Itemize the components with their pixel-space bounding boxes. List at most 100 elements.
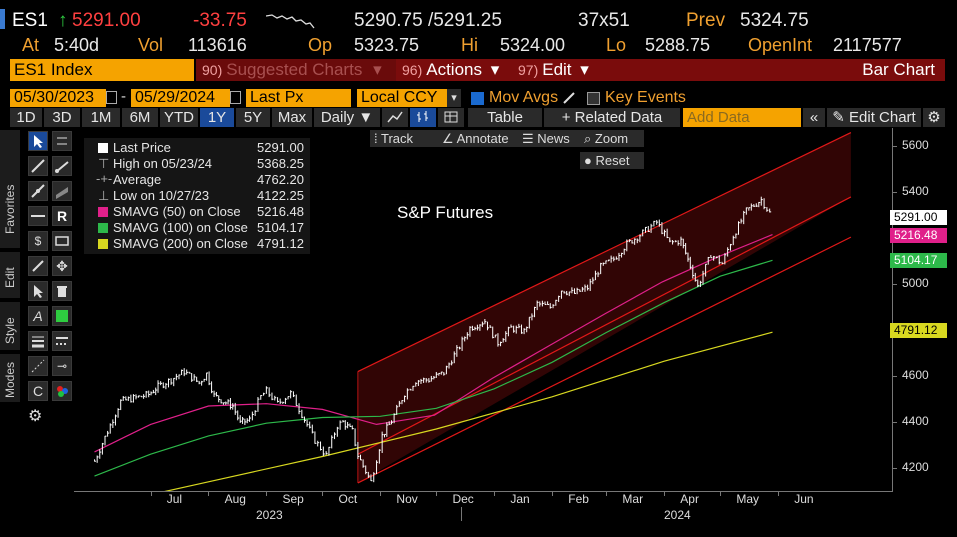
legend-label: SMAVG (200) on Close [113,236,248,251]
at-label: At [22,35,40,55]
caret-down-icon: ▾ [490,60,500,79]
range-1y[interactable]: 1Y [200,108,234,127]
legend-row[interactable]: SMAVG (100) on Close 5104.17 [84,220,310,236]
line-chart-icon[interactable] [382,108,408,127]
range-ytd[interactable]: YTD [160,108,198,127]
font-icon[interactable]: A [28,306,48,326]
edit-num: 97) [518,62,539,78]
range-max[interactable]: Max [272,108,312,127]
tab-edit[interactable]: Edit [0,252,20,298]
related-data-button[interactable]: + Related Data [544,108,680,127]
y-tick-mark [892,376,897,378]
start-date-input[interactable]: 05/30/2023 [10,89,106,107]
range-6m[interactable]: 6M [122,108,158,127]
move-icon[interactable]: ✥ [52,256,72,276]
rectangle-tool-icon[interactable] [52,231,72,251]
range-5y[interactable]: 5Y [236,108,270,127]
zoom-button[interactable]: ⌕ Zoom [580,130,644,147]
channel-tool-icon[interactable] [52,181,72,201]
key-events-checkbox[interactable] [587,92,600,105]
pin-icon[interactable]: ⊸ [52,356,72,376]
y-tick-label: 4400 [902,414,929,429]
calendar-icon[interactable] [230,91,241,104]
tab-favorites[interactable]: Favorites [0,130,20,248]
pencil-icon[interactable] [562,91,576,105]
pointer-icon[interactable] [28,131,48,151]
ray-tool-icon[interactable] [52,156,72,176]
tab-modes[interactable]: Modes [0,354,20,402]
trash-icon[interactable] [52,281,72,301]
legend-row[interactable]: Last Price 5291.00 [84,140,310,156]
caret-down-icon[interactable]: ▾ [447,89,461,107]
x-tick-label: Oct [338,492,358,506]
suggested-charts-menu[interactable]: 90) Suggested Charts ▾ [196,59,408,81]
bar-chart-icon[interactable] [410,108,436,127]
sma50-line[interactable] [94,234,773,453]
sma100-line[interactable] [94,259,773,477]
chart-type-bar[interactable]: Bar Chart [602,59,945,81]
retracement-icon[interactable]: R [52,206,72,226]
x-tick-label: Dec [452,492,474,506]
crosshair-icon[interactable] [28,356,48,376]
line-style-icon[interactable] [52,331,72,351]
average-marker-icon: -+- [96,171,113,186]
tab-style[interactable]: Style [0,302,20,350]
legend-row[interactable]: ⊤ High on 05/23/24 5368.25 [84,156,310,172]
line-weight-icon[interactable] [28,331,48,351]
range-3d[interactable]: 3D [44,108,80,127]
actions-menu[interactable]: 96) Actions ▾ [396,59,514,81]
mov-avgs-checkbox[interactable] [471,92,484,105]
period-select[interactable]: Daily ▼ [314,108,380,127]
news-button[interactable]: ☰ News [518,130,580,147]
zoom-icon: ⌕ [584,131,592,146]
legend-row[interactable]: SMAVG (50) on Close 5216.48 [84,204,310,220]
palette-icon[interactable] [52,381,72,401]
horizontal-line-icon[interactable] [28,206,48,226]
pen-tool-icon[interactable] [28,256,48,276]
magnet-icon[interactable]: C [28,381,48,401]
price-label-icon[interactable]: $ [28,231,48,251]
legend-label: Last Price [113,140,171,155]
annotate-button[interactable]: ∠ Annotate [438,130,518,147]
trend-tool-icon[interactable] [28,181,48,201]
end-date-input[interactable]: 05/29/2024 [131,89,230,107]
annotate-icon: ∠ [442,131,454,146]
chart-legend: Last Price 5291.00 ⊤ High on 05/23/24 5368… [84,138,310,254]
at-value: 5:40d [54,35,100,55]
line-tool-icon[interactable] [28,156,48,176]
price-chart[interactable]: S&P Futures [74,128,892,491]
track-button[interactable]: ⁞ Track [370,130,438,147]
collapse-icon[interactable]: « [803,108,825,127]
gear-icon[interactable]: ⚙ [923,108,945,127]
high-value: 5324.00 [500,35,566,55]
channel-lower-line[interactable] [357,236,852,484]
range-1d[interactable]: 1D [10,108,42,127]
legend-row[interactable]: -+- Average 4762.20 [84,171,310,188]
price-bars[interactable] [94,196,772,483]
prev-value: 5324.75 [740,10,809,31]
table-button[interactable]: Table [468,108,542,127]
edit-chart-button[interactable]: ✎ Edit Chart [827,108,921,127]
x-tick-mark [720,491,722,496]
reset-button[interactable]: ● Reset [580,152,644,169]
field-select[interactable]: Last Px [246,89,351,107]
calendar-icon[interactable] [106,91,117,104]
edit-menu[interactable]: 97) Edit ▾ [512,59,604,81]
chart-annotation[interactable]: S&P Futures [397,203,493,222]
legend-row[interactable]: SMAVG (200) on Close 4791.12 [84,236,310,252]
x-tick-mark [208,491,210,496]
sma200-line[interactable] [95,331,773,491]
legend-row[interactable]: ⊥ Low on 10/27/23 4122.25 [84,188,310,204]
gear-icon[interactable]: ⚙ [28,408,43,425]
color-picker-icon[interactable] [52,306,72,326]
y-tick-mark [892,422,897,424]
currency-select[interactable]: Local CCY [357,89,449,107]
table-icon[interactable] [438,108,464,127]
channel-upper-line[interactable] [357,132,852,373]
range-1m[interactable]: 1M [82,108,120,127]
security-field[interactable]: ES1 Index [10,59,194,81]
select-tool-icon[interactable] [28,281,48,301]
measure-icon[interactable] [52,131,72,151]
ticker[interactable]: ES1 [12,10,48,31]
add-data-input[interactable]: Add Data [683,108,801,127]
